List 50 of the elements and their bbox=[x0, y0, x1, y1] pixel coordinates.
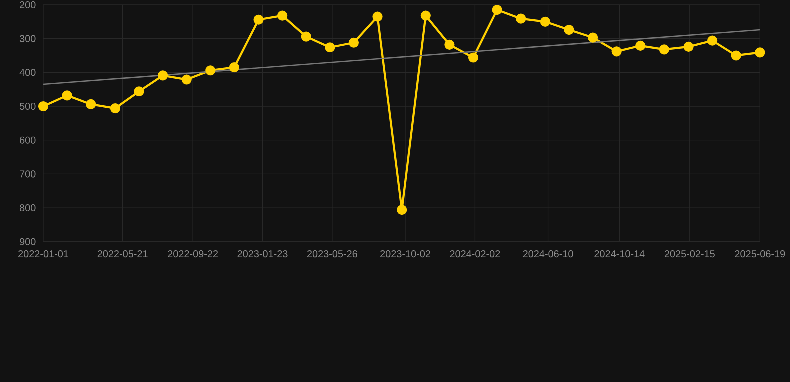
y-tick-label: 800 bbox=[20, 204, 36, 212]
y-tick-label: 300 bbox=[20, 35, 36, 42]
point bbox=[38, 101, 49, 112]
y-tick-label: 200 bbox=[20, 1, 36, 8]
point bbox=[86, 99, 96, 110]
point bbox=[206, 65, 216, 76]
point bbox=[278, 10, 288, 21]
point bbox=[755, 48, 766, 58]
x-tick-label: 2023-05-26 bbox=[307, 250, 358, 258]
point bbox=[636, 40, 646, 51]
point bbox=[254, 14, 264, 25]
point bbox=[301, 32, 312, 42]
point bbox=[420, 10, 431, 21]
point bbox=[372, 12, 383, 22]
point bbox=[540, 16, 550, 27]
point bbox=[110, 103, 120, 114]
x-tick-label: 2024-06-10 bbox=[523, 250, 574, 258]
point bbox=[158, 70, 168, 81]
point bbox=[492, 4, 502, 16]
x-tick-label: 2024-02-02 bbox=[450, 250, 500, 258]
y-tick-label: 700 bbox=[20, 170, 36, 178]
point bbox=[397, 204, 408, 216]
y-tick-label: 600 bbox=[20, 136, 36, 144]
point bbox=[325, 42, 336, 53]
y-tick-label: 400 bbox=[20, 69, 36, 76]
point bbox=[444, 40, 455, 50]
point bbox=[62, 90, 72, 101]
point bbox=[564, 24, 574, 35]
point bbox=[588, 32, 598, 43]
y-tick-label: 500 bbox=[20, 102, 36, 110]
y-tick-label: 900 bbox=[20, 238, 36, 246]
x-tick-label: 2023-10-02 bbox=[380, 250, 430, 258]
point bbox=[516, 14, 526, 24]
point bbox=[182, 74, 192, 85]
point bbox=[708, 36, 718, 46]
x-tick-label: 2024-10-14 bbox=[594, 250, 645, 258]
point bbox=[134, 86, 144, 97]
point bbox=[229, 62, 240, 73]
x-tick-label: 2025-02-15 bbox=[664, 250, 715, 258]
point bbox=[731, 50, 742, 61]
x-tick-label: 2022-05-21 bbox=[98, 250, 148, 258]
point bbox=[659, 44, 670, 55]
x-tick-label: 2023-01-23 bbox=[238, 250, 288, 258]
point bbox=[348, 38, 360, 48]
point bbox=[612, 46, 622, 57]
x-tick-label: 2022-09-22 bbox=[168, 250, 218, 258]
point bbox=[468, 52, 479, 63]
point bbox=[684, 42, 694, 52]
x-tick-label: 2022-01-01 bbox=[18, 250, 68, 258]
x-tick-label: 2025-06-19 bbox=[735, 250, 786, 258]
